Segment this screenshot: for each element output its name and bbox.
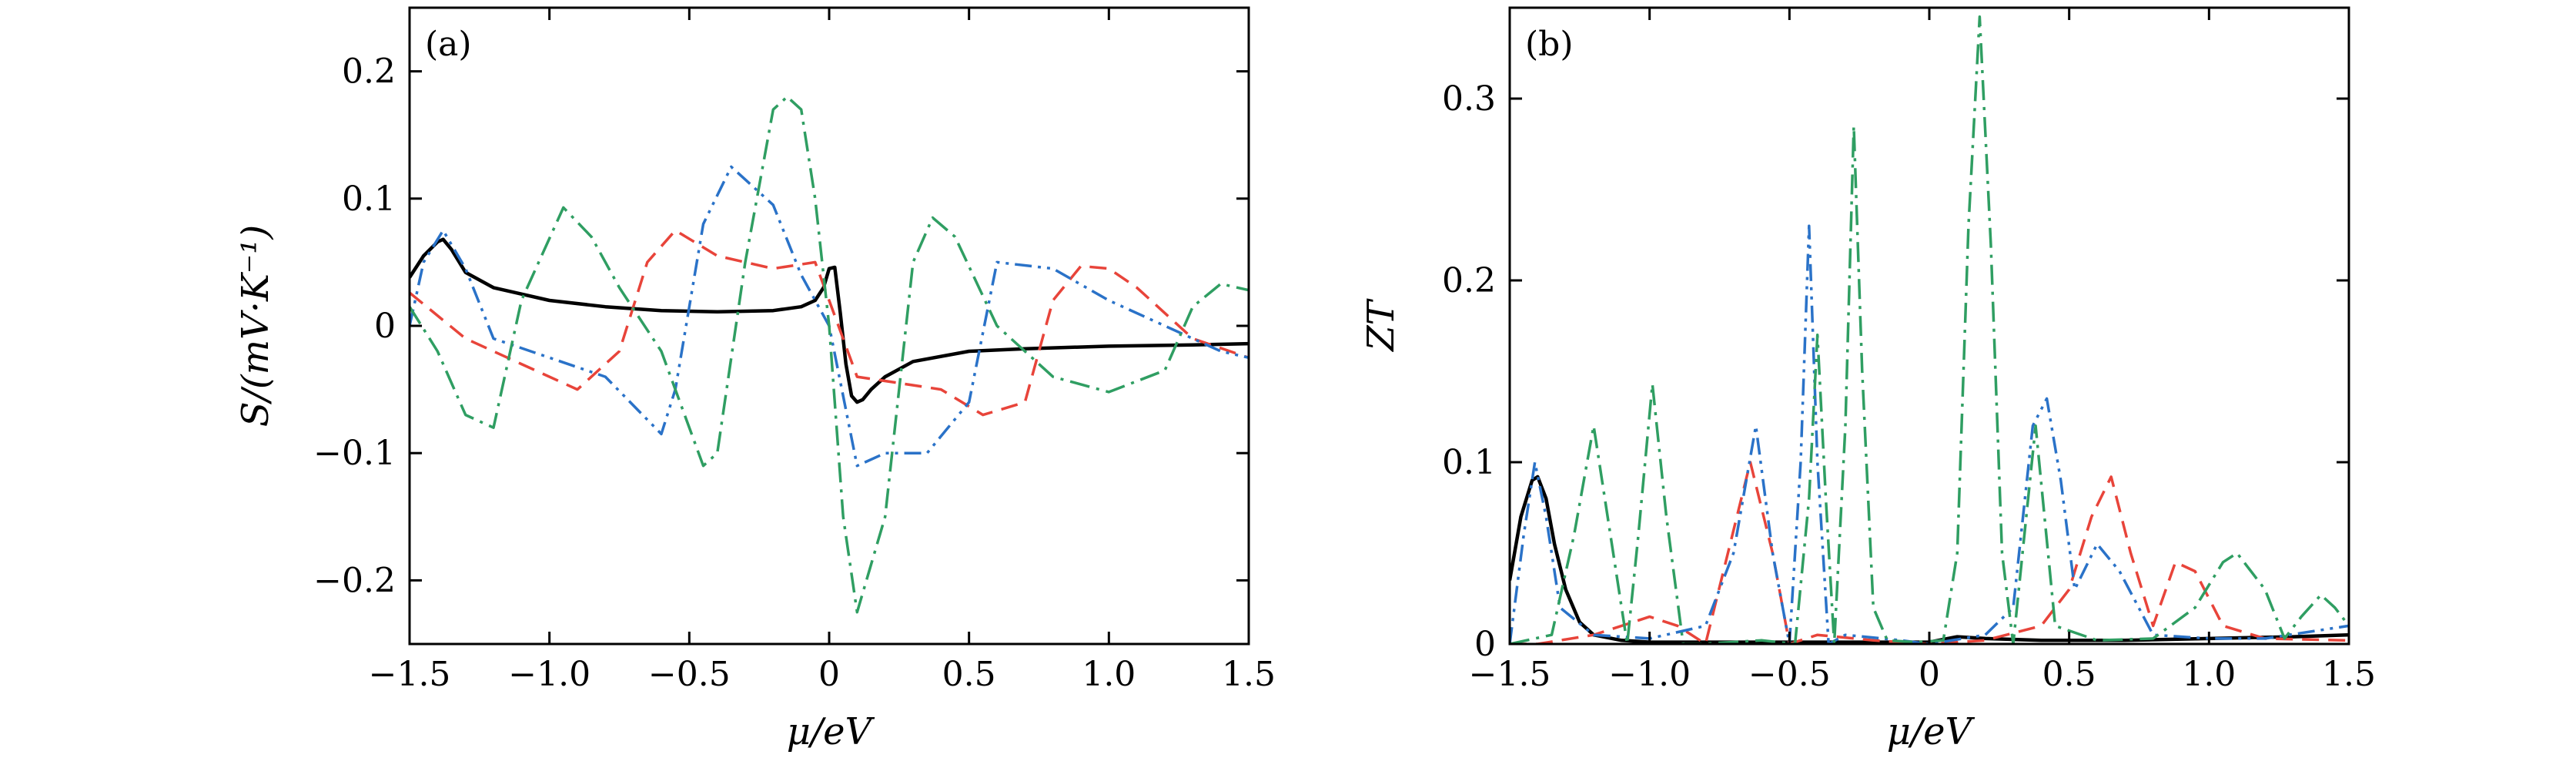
panel-b: −1.5 −1.0 −0.5 0 0.5 1.0 1.5 0 0.1 0.2 0.3 (b) μ/e… <box>1360 6 2376 753</box>
y-tick-label-a-4: 0.2 <box>342 52 396 92</box>
x-axis-title-a: μ/eV <box>787 710 875 753</box>
y-tick-label-b-2: 0.2 <box>1442 261 1496 300</box>
x-axis-title-b: μ/eV <box>1887 710 1975 753</box>
x-tick-label-a-5: 1.0 <box>1082 655 1136 694</box>
y-tick-label-a-3: 0.1 <box>342 179 396 219</box>
series-line-b-1 <box>1510 461 2349 644</box>
panel-label-a: (a) <box>425 25 472 64</box>
series-line-b-2 <box>1510 224 2349 644</box>
x-tick-label-a-3: 0 <box>818 655 840 694</box>
ticks-layer-b: −1.5 −1.0 −0.5 0 0.5 1.0 1.5 0 0.1 0.2 0.3 <box>1442 8 2376 694</box>
y-tick-label-a-2: 0 <box>374 307 396 346</box>
x-tick-label-b-5: 1.0 <box>2182 655 2236 694</box>
x-tick-label-a-4: 0.5 <box>942 655 996 694</box>
y-tick-label-a-1: −0.1 <box>313 434 396 473</box>
series-layer-b <box>1510 15 2349 644</box>
panel-label-b: (b) <box>1525 25 1574 64</box>
x-tick-label-a-6: 1.5 <box>1222 655 1276 694</box>
series-line-a-2 <box>410 165 1249 468</box>
panel-a: −1.5 −1.0 −0.5 0 0.5 1.0 1.5 −0.2 −0.1 0 0.1 0.2 (a… <box>234 6 1276 753</box>
series-line-b-3 <box>1510 15 2349 644</box>
x-tick-label-b-0: −1.5 <box>1469 655 1551 694</box>
series-line-a-0 <box>410 237 1249 404</box>
x-tick-label-b-6: 1.5 <box>2322 655 2376 694</box>
series-layer-a <box>410 95 1249 614</box>
y-tick-label-b-1: 0.1 <box>1442 443 1496 482</box>
x-tick-label-b-4: 0.5 <box>2042 655 2096 694</box>
x-tick-label-b-1: −1.0 <box>1608 655 1691 694</box>
x-tick-label-a-1: −1.0 <box>508 655 590 694</box>
y-tick-label-b-3: 0.3 <box>1442 79 1496 119</box>
series-line-a-1 <box>410 229 1249 417</box>
x-tick-label-b-3: 0 <box>1919 655 1940 694</box>
series-line-a-3 <box>410 95 1249 614</box>
y-tick-label-b-0: 0 <box>1474 625 1496 664</box>
y-axis-title-a: S/(mV·K⁻¹) <box>234 225 277 427</box>
y-tick-label-a-0: −0.2 <box>313 561 396 600</box>
x-tick-label-b-2: −0.5 <box>1748 655 1831 694</box>
y-axis-title-b: ZT <box>1360 298 1403 352</box>
plot-frame-b <box>1508 6 2350 646</box>
x-tick-label-a-2: −0.5 <box>648 655 731 694</box>
x-tick-label-a-0: −1.5 <box>369 655 451 694</box>
ticks-layer-a: −1.5 −1.0 −0.5 0 0.5 1.0 1.5 −0.2 −0.1 0 0.1 0.2 <box>313 8 1276 694</box>
series-line-b-0 <box>1510 475 2349 644</box>
